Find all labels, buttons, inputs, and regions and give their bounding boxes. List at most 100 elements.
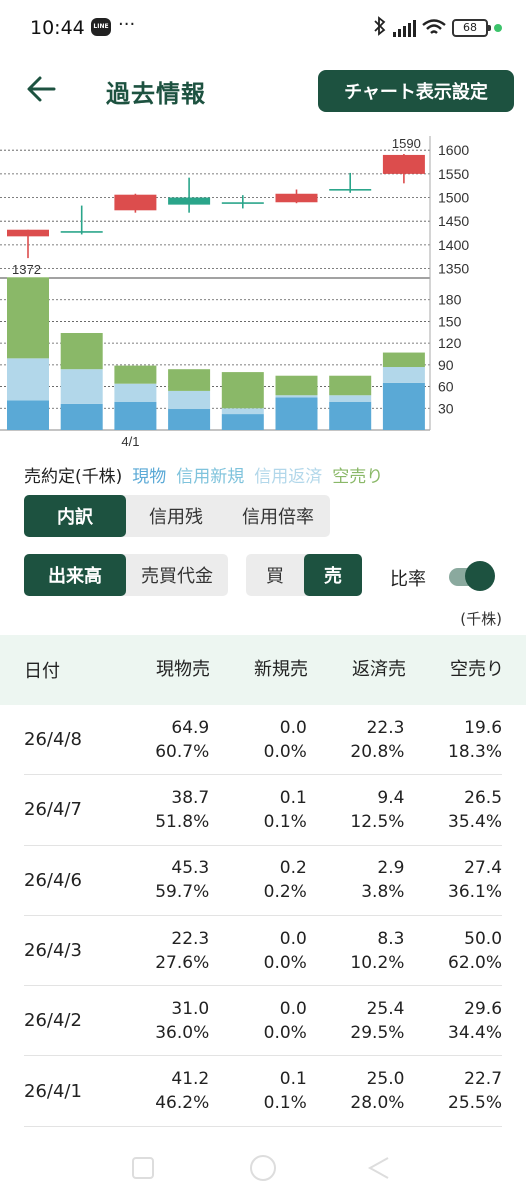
cell-short-sell: 26.5 35.4% [404,786,502,834]
tab-volume[interactable]: 出来高 [24,554,126,596]
status-icons: 68 [373,15,502,40]
candle-body [7,229,49,237]
cell-value: 0.1 [279,1069,307,1090]
cell-spot-sell: 31.0 36.0% [134,997,210,1045]
header-short-sell: 空売り [450,659,504,680]
cell-value: 25.4 [366,998,405,1019]
cell-percent: 29.5% [350,1022,405,1043]
cell-percent: 46.2% [155,1093,210,1114]
tab-buy[interactable]: 買 [266,566,284,587]
price-tick-label: 1500 [438,190,469,206]
tab-margin-balance[interactable]: 信用残 [149,507,203,528]
table-row: 26/4/1 41.2 46.2% 0.1 0.1% 25.0 28.0% 22.7 25.5% [24,1056,503,1127]
signal-icon [393,19,416,37]
cell-spot-sell: 41.2 46.2% [134,1067,210,1115]
unit-label: (千株) [460,610,502,628]
cell-value: 22.3 [171,928,210,949]
cell-short-sell: 27.4 36.1% [404,856,502,904]
volume-bar-segment [275,395,318,398]
volume-tick-label: 30 [438,400,454,416]
volume-bar-segment [7,400,49,430]
tab-sell[interactable]: 売 [304,554,362,596]
tab-margin-ratio[interactable]: 信用倍率 [242,507,314,528]
volume-bar-segment [60,369,103,404]
cell-spot-sell: 22.3 27.6% [134,927,210,975]
candle-body [382,154,425,174]
cell-value: 41.2 [171,1069,210,1090]
cell-percent: 10.2% [350,952,405,973]
cell-value: 2.9 [377,858,405,879]
candle-body [60,231,103,233]
candle-body [329,189,372,191]
cell-new-sell: 0.2 0.2% [209,856,307,904]
table-body: 26/4/8 64.9 60.7% 0.0 0.0% 22.3 20.8% 19.6 18.3%… [0,705,526,1127]
cell-spot-sell: 38.7 51.8% [134,786,210,834]
cell-percent: 0.1% [263,811,307,832]
app-header: 過去情報 チャート表示設定 [0,60,526,124]
volume-bar-segment [275,397,318,430]
candle-body [114,194,157,211]
volume-tick-label: 60 [438,379,454,395]
cell-percent: 0.0% [263,741,307,762]
volume-bar-segment [168,369,211,391]
volume-bar-segment [329,401,372,430]
volume-bar-segment [7,358,49,401]
toggle-knob [465,561,495,591]
cell-value: 22.7 [464,1069,503,1090]
ratio-toggle[interactable] [447,561,497,591]
cell-value: 29.6 [464,998,503,1019]
tab-breakdown[interactable]: 内訳 [24,495,126,537]
cell-percent: 36.0% [155,1022,210,1043]
price-tick-label: 1550 [438,166,469,182]
cell-percent: 27.6% [155,952,210,973]
volume-bar-segment [114,383,157,402]
recent-apps-icon[interactable] [132,1157,154,1179]
active-indicator-icon [494,24,502,32]
cell-value: 45.3 [171,858,210,879]
battery-level: 68 [463,21,477,34]
tab-trading-value[interactable]: 売買代金 [141,566,213,587]
cell-value: 26.5 [464,787,503,808]
breakdown-table: 日付 現物売 新規売 返済売 空売り 26/4/8 64.9 60.7% 0.0 0.0… [0,635,526,1127]
row-date: 26/4/8 [24,729,82,751]
price-tick-label: 1350 [438,261,469,277]
side-tabs: 買 売 [246,554,362,596]
chart-settings-button[interactable]: チャート表示設定 [318,70,514,112]
cell-value: 50.0 [464,928,503,949]
cell-percent: 18.3% [448,741,503,762]
volume-tick-label: 150 [438,313,462,329]
row-date: 26/4/1 [24,1080,82,1102]
home-icon[interactable] [250,1155,276,1181]
table-row: 26/4/6 45.3 59.7% 0.2 0.2% 2.9 3.8% 27.4 36.1% [24,846,502,916]
cell-percent: 62.0% [448,952,503,973]
cell-new-sell: 0.0 0.0% [209,997,307,1045]
candle-body [168,197,211,205]
cell-value: 0.0 [279,928,307,949]
chart-legend: 売約定(千株) 現物 信用新規 信用返済 空売り [24,462,383,487]
volume-tick-label: 120 [438,335,462,351]
table-row: 26/4/7 38.7 51.8% 0.1 0.1% 9.4 12.5% 26.5 35.4% [24,775,502,846]
cell-value: 38.7 [171,787,210,808]
cell-percent: 3.8% [361,882,405,903]
page-title: 過去情報 [106,80,206,108]
back-nav-icon[interactable] [367,1157,389,1179]
price-min-label: 1372 [12,262,41,277]
row-date: 26/4/3 [24,940,82,962]
candle-body [221,202,264,204]
cell-percent: 25.5% [448,1093,503,1114]
header-repay-sell: 返済売 [352,659,406,680]
cell-value: 27.4 [464,858,503,879]
back-arrow-icon[interactable] [26,74,56,104]
cell-value: 25.0 [366,1069,405,1090]
volume-bar-segment [7,277,49,359]
legend-item-shinyo-hensai: 信用返済 [254,467,323,487]
table-row: 26/4/3 22.3 27.6% 0.0 0.0% 8.3 10.2% 50.0 62.0% [24,916,503,987]
cell-short-sell: 29.6 34.4% [404,997,502,1045]
price-tick-label: 1600 [438,142,469,158]
price-tick-label: 1400 [438,237,469,253]
cell-value: 8.3 [377,928,405,949]
volume-tick-label: 90 [438,357,454,373]
status-bar: 10:44 LINE ··· 68 [0,0,526,56]
cell-percent: 28.0% [350,1093,405,1114]
cell-repay-sell: 2.9 3.8% [307,856,405,904]
